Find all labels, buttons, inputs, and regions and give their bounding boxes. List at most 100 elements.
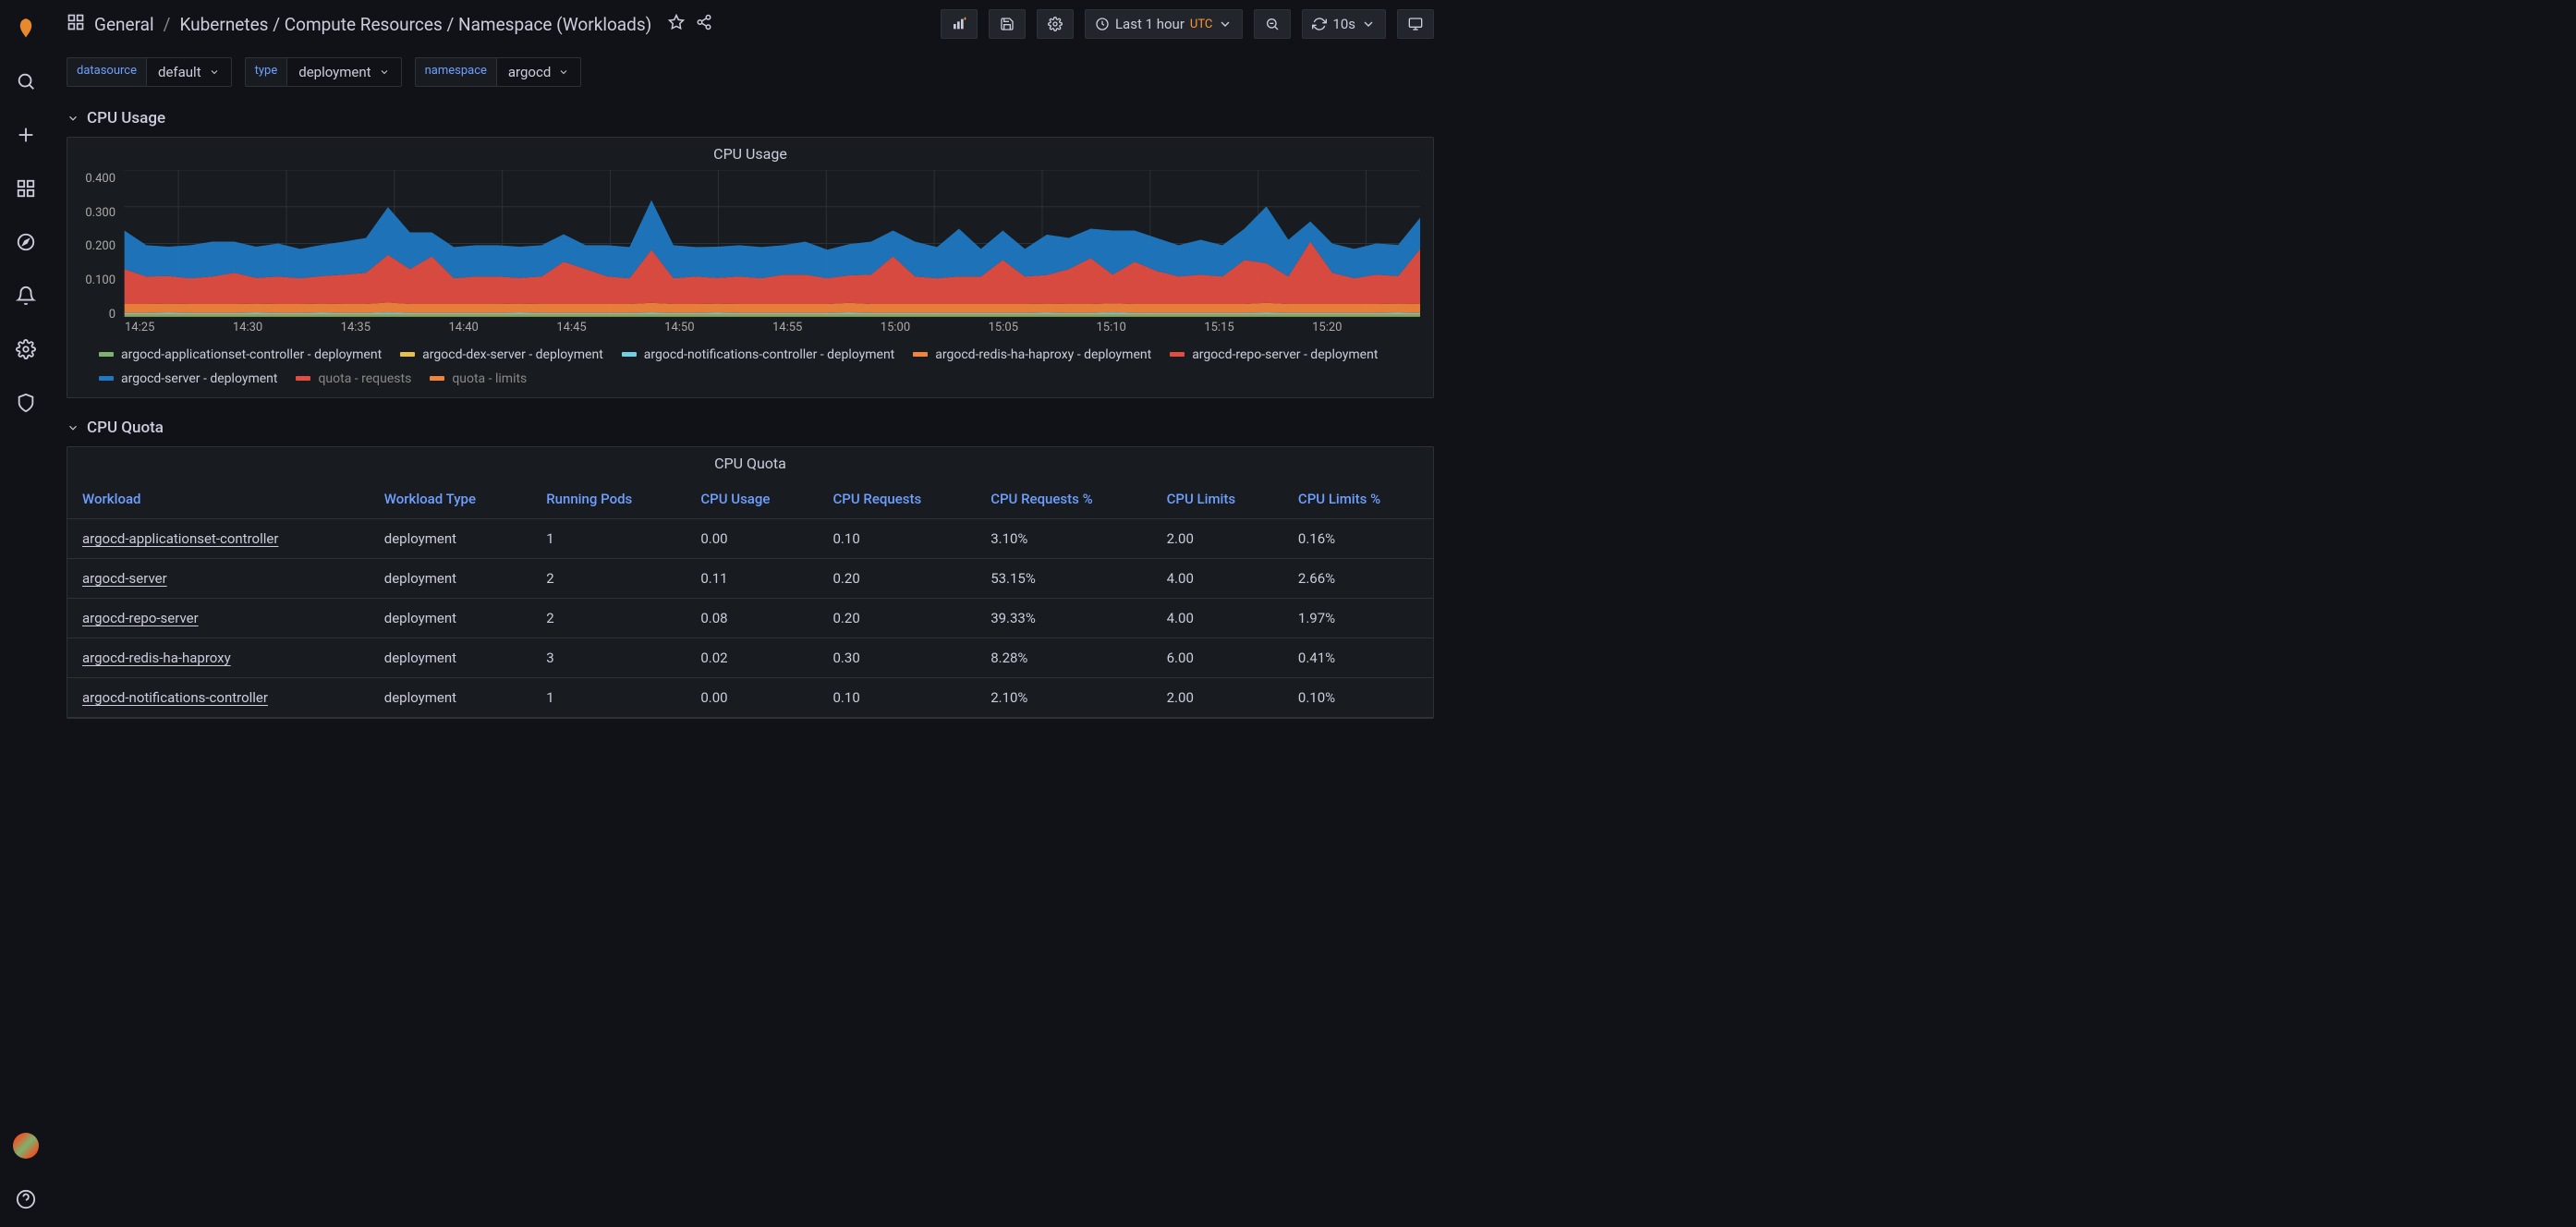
add-panel-button[interactable]: +: [941, 9, 978, 39]
legend-item[interactable]: quota - limits: [430, 371, 527, 386]
breadcrumb: General / Kubernetes / Compute Resources…: [67, 13, 651, 36]
table-row: argocd-repo-serverdeployment20.080.2039.…: [67, 598, 1433, 638]
legend-item[interactable]: argocd-notifications-controller - deploy…: [622, 347, 894, 362]
table-header[interactable]: CPU Limits: [1152, 480, 1283, 519]
table-cell: 1: [531, 677, 686, 717]
create-icon[interactable]: [7, 116, 44, 153]
row-cpu-usage-toggle[interactable]: CPU Usage: [67, 103, 1434, 137]
workload-link[interactable]: argocd-notifications-controller: [67, 677, 370, 717]
table-header[interactable]: CPU Usage: [686, 480, 818, 519]
workload-link[interactable]: argocd-applicationset-controller: [67, 518, 370, 558]
var-namespace-select[interactable]: argocd: [496, 57, 581, 87]
refresh-interval-label: 10s: [1332, 16, 1355, 32]
table-cell: 39.33%: [976, 598, 1151, 638]
table-cell: deployment: [370, 677, 531, 717]
table-cell: deployment: [370, 518, 531, 558]
legend-item[interactable]: argocd-server - deployment: [99, 371, 277, 386]
time-range-picker[interactable]: Last 1 hour UTC: [1085, 9, 1243, 39]
help-icon[interactable]: [7, 1181, 44, 1218]
legend-item[interactable]: quota - requests: [296, 371, 411, 386]
table-cell: 2.66%: [1283, 558, 1433, 598]
dashboards-icon[interactable]: [7, 170, 44, 207]
server-admin-icon[interactable]: [7, 384, 44, 421]
apps-icon[interactable]: [67, 13, 85, 36]
legend-item[interactable]: argocd-applicationset-controller - deplo…: [99, 347, 382, 362]
share-icon[interactable]: [696, 14, 712, 34]
panel-cpu-usage: CPU Usage 0.4000.3000.2000.1000 14:2514:…: [67, 137, 1434, 398]
panel-cpu-quota-title[interactable]: CPU Quota: [67, 447, 1433, 480]
legend-swatch: [430, 376, 444, 381]
user-avatar[interactable]: [7, 1127, 44, 1164]
cycle-view-button[interactable]: [1397, 9, 1434, 39]
breadcrumb-root[interactable]: General: [94, 14, 154, 35]
legend-swatch: [296, 376, 310, 381]
row-cpu-quota-toggle[interactable]: CPU Quota: [67, 413, 1434, 446]
refresh-picker[interactable]: 10s: [1302, 9, 1386, 39]
legend-item[interactable]: argocd-repo-server - deployment: [1170, 347, 1378, 362]
table-header[interactable]: CPU Requests %: [976, 480, 1151, 519]
legend-label: argocd-redis-ha-haproxy - deployment: [935, 347, 1151, 362]
time-range-label: Last 1 hour: [1115, 16, 1185, 32]
page-title[interactable]: Kubernetes / Compute Resources / Namespa…: [179, 14, 651, 35]
workload-link[interactable]: argocd-server: [67, 558, 370, 598]
table-cell: 8.28%: [976, 638, 1151, 677]
table-cell: 0.08: [686, 598, 818, 638]
table-cell: 4.00: [1152, 558, 1283, 598]
grafana-logo-icon[interactable]: [7, 9, 44, 46]
panel-cpu-usage-title[interactable]: CPU Usage: [67, 138, 1433, 170]
workload-link[interactable]: argocd-redis-ha-haproxy: [67, 638, 370, 677]
table-cell: 2.10%: [976, 677, 1151, 717]
legend-label: argocd-dex-server - deployment: [422, 347, 603, 362]
legend-item[interactable]: argocd-dex-server - deployment: [400, 347, 603, 362]
table-cell: 2.00: [1152, 677, 1283, 717]
cpu-quota-table: WorkloadWorkload TypeRunning PodsCPU Usa…: [67, 480, 1433, 718]
table-cell: deployment: [370, 598, 531, 638]
legend-swatch: [913, 352, 928, 357]
panel-cpu-quota: CPU Quota WorkloadWorkload TypeRunning P…: [67, 446, 1434, 719]
star-icon[interactable]: [668, 14, 685, 34]
var-datasource-label: datasource: [67, 57, 146, 87]
save-button[interactable]: [989, 9, 1026, 39]
legend-item[interactable]: argocd-redis-ha-haproxy - deployment: [913, 347, 1151, 362]
legend-swatch: [1170, 352, 1185, 357]
table-header[interactable]: CPU Limits %: [1283, 480, 1433, 519]
alerting-icon[interactable]: [7, 277, 44, 314]
table-header[interactable]: CPU Requests: [819, 480, 977, 519]
var-namespace: namespace argocd: [415, 57, 582, 87]
var-datasource-select[interactable]: default: [146, 57, 232, 87]
table-cell: 2.00: [1152, 518, 1283, 558]
table-cell: deployment: [370, 558, 531, 598]
chevron-down-icon: [67, 112, 79, 125]
chart-y-axis: 0.4000.3000.2000.1000: [80, 170, 121, 323]
table-cell: 0.10%: [1283, 677, 1433, 717]
legend-label: argocd-server - deployment: [121, 371, 277, 386]
table-row: argocd-serverdeployment20.110.2053.15%4.…: [67, 558, 1433, 598]
table-cell: 1: [531, 518, 686, 558]
table-header[interactable]: Workload: [67, 480, 370, 519]
legend-swatch: [99, 376, 114, 381]
explore-icon[interactable]: [7, 224, 44, 261]
var-type-select[interactable]: deployment: [286, 57, 401, 87]
table-cell: deployment: [370, 638, 531, 677]
legend-label: quota - limits: [452, 371, 527, 386]
workload-link[interactable]: argocd-repo-server: [67, 598, 370, 638]
table-cell: 6.00: [1152, 638, 1283, 677]
configuration-icon[interactable]: [7, 331, 44, 368]
table-cell: 53.15%: [976, 558, 1151, 598]
chart-legend: argocd-applicationset-controller - deplo…: [67, 340, 1433, 397]
stacked-area-chart[interactable]: [80, 170, 1420, 317]
legend-label: argocd-notifications-controller - deploy…: [644, 347, 894, 362]
table-cell: 0.00: [686, 518, 818, 558]
settings-button[interactable]: [1037, 9, 1074, 39]
topbar: General / Kubernetes / Compute Resources…: [52, 0, 1449, 48]
search-icon[interactable]: [7, 63, 44, 100]
table-cell: 0.16%: [1283, 518, 1433, 558]
table-row: argocd-redis-ha-haproxydeployment30.020.…: [67, 638, 1433, 677]
table-cell: 1.97%: [1283, 598, 1433, 638]
table-header[interactable]: Running Pods: [531, 480, 686, 519]
table-header[interactable]: Workload Type: [370, 480, 531, 519]
table-cell: 2: [531, 558, 686, 598]
breadcrumb-sep: /: [164, 14, 171, 35]
chart-x-axis: 14:2514:3014:3514:4014:4514:5014:5515:00…: [80, 317, 1420, 334]
zoom-out-button[interactable]: [1254, 9, 1291, 39]
